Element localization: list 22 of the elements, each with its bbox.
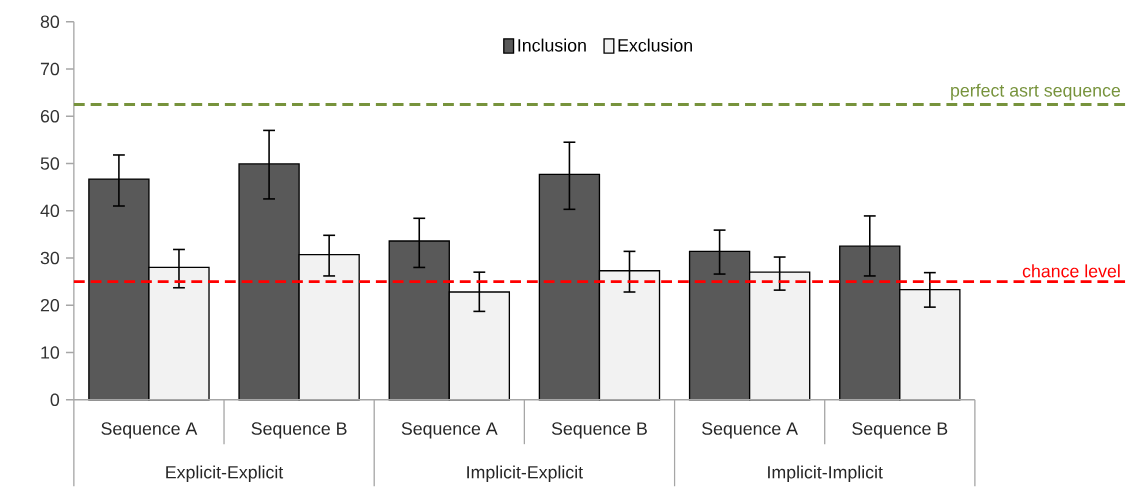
x-tick-label: Sequence B xyxy=(251,422,347,439)
x-tick-label: Sequence A xyxy=(101,422,198,439)
y-tick-label: 60 xyxy=(40,110,60,123)
x-tick-label: Sequence B xyxy=(551,422,647,439)
text: Implicit-Explicit xyxy=(467,465,583,483)
text: Explicit-Explicit xyxy=(166,465,284,483)
y-tick-label: 40 xyxy=(40,204,60,218)
y-tick-label: 30 xyxy=(40,251,60,265)
x-tick-label: Sequence B xyxy=(852,422,948,439)
legend-label: Exclusion xyxy=(618,38,692,52)
ref-line-label: chance level xyxy=(1022,264,1120,278)
legend-label: Inclusion xyxy=(518,38,586,52)
text: Implicit-Implicit xyxy=(768,465,883,483)
x-tick-label: Sequence A xyxy=(702,422,798,439)
y-tick-label: 0 xyxy=(50,393,60,407)
ref-line-label: perfect asrt sequence xyxy=(951,83,1121,101)
x-tick-label: Sequence A xyxy=(401,422,498,439)
y-tick-label: 50 xyxy=(40,157,60,170)
y-tick-label: 80 xyxy=(40,15,60,29)
y-tick-label: 70 xyxy=(40,62,60,76)
y-tick-label: 10 xyxy=(41,346,60,359)
y-tick-label: 20 xyxy=(40,299,60,312)
